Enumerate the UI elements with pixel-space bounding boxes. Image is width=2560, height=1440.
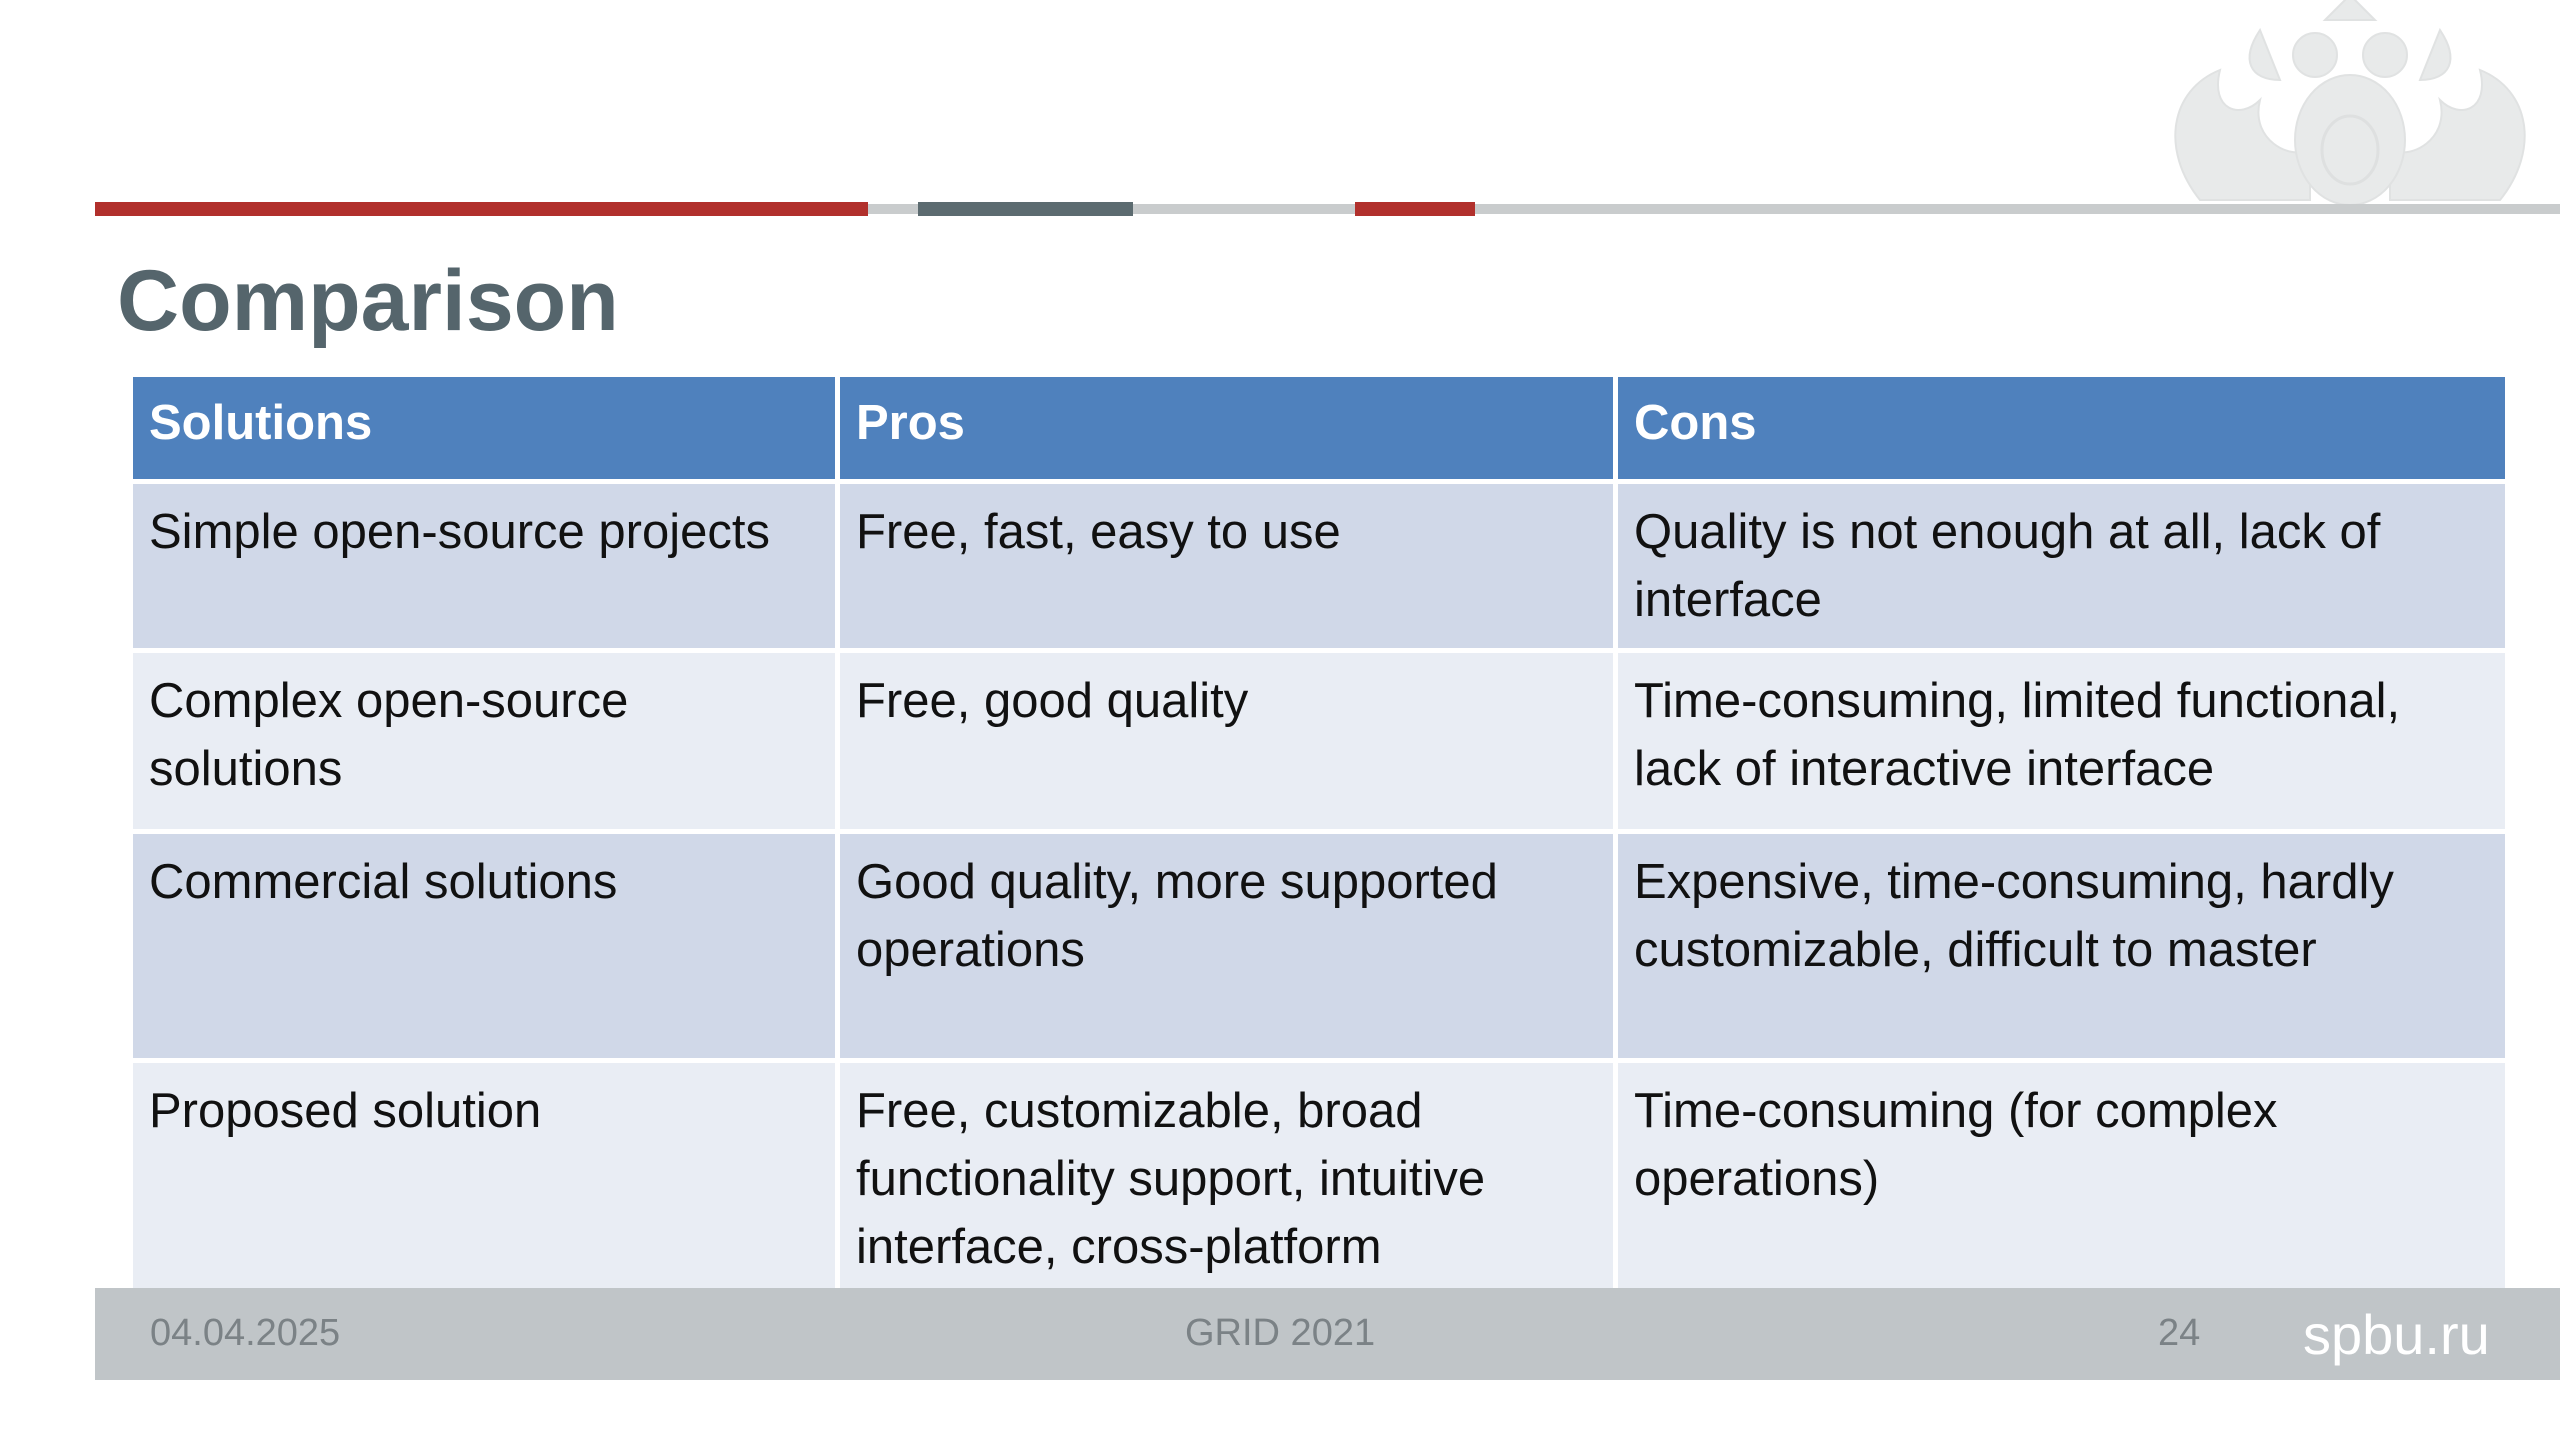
cell-pros: Free, fast, easy to use	[840, 484, 1613, 648]
cell-pros: Free, good quality	[840, 653, 1613, 829]
cell-solution: Simple open-source projects	[133, 484, 835, 648]
table-row: Complex open-source solutions Free, good…	[133, 653, 2505, 829]
header-solutions: Solutions	[133, 377, 835, 479]
table-row: Proposed solution Free, customizable, br…	[133, 1063, 2505, 1295]
top-rule-slate	[918, 202, 1133, 216]
table-header-row: Solutions Pros Cons	[133, 377, 2505, 479]
cell-cons: Expensive, time-consuming, hardly custom…	[1618, 834, 2505, 1058]
cell-cons: Quality is not enough at all, lack of in…	[1618, 484, 2505, 648]
double-headed-eagle-emblem-icon	[2174, 0, 2526, 206]
table-row: Commercial solutions Good quality, more …	[133, 834, 2505, 1058]
table-row: Simple open-source projects Free, fast, …	[133, 484, 2505, 648]
top-rule-red-short	[1355, 202, 1475, 216]
page-title: Comparison	[117, 253, 619, 349]
footer-event: GRID 2021	[1185, 1312, 1376, 1354]
footer-page-number: 24	[2158, 1312, 2201, 1354]
header-cons: Cons	[1618, 377, 2505, 479]
cell-solution: Complex open-source solutions	[133, 653, 835, 829]
cell-pros: Free, customizable, broad functionality …	[840, 1063, 1613, 1295]
cell-cons: Time-consuming, limited functional, lack…	[1618, 653, 2505, 829]
comparison-table: Solutions Pros Cons Simple open-source p…	[128, 372, 2510, 1300]
top-rule-gray	[95, 204, 2560, 214]
top-rule-red-long	[95, 202, 868, 216]
footer-site-link[interactable]: spbu.ru	[2303, 1303, 2490, 1366]
footer-date: 04.04.2025	[150, 1312, 341, 1354]
cell-solution: Proposed solution	[133, 1063, 835, 1295]
footer-bar: 04.04.2025 GRID 2021 24 spbu.ru	[95, 1288, 2560, 1380]
header-pros: Pros	[840, 377, 1613, 479]
cell-pros: Good quality, more supported operations	[840, 834, 1613, 1058]
cell-cons: Time-consuming (for complex operations)	[1618, 1063, 2505, 1295]
cell-solution: Commercial solutions	[133, 834, 835, 1058]
